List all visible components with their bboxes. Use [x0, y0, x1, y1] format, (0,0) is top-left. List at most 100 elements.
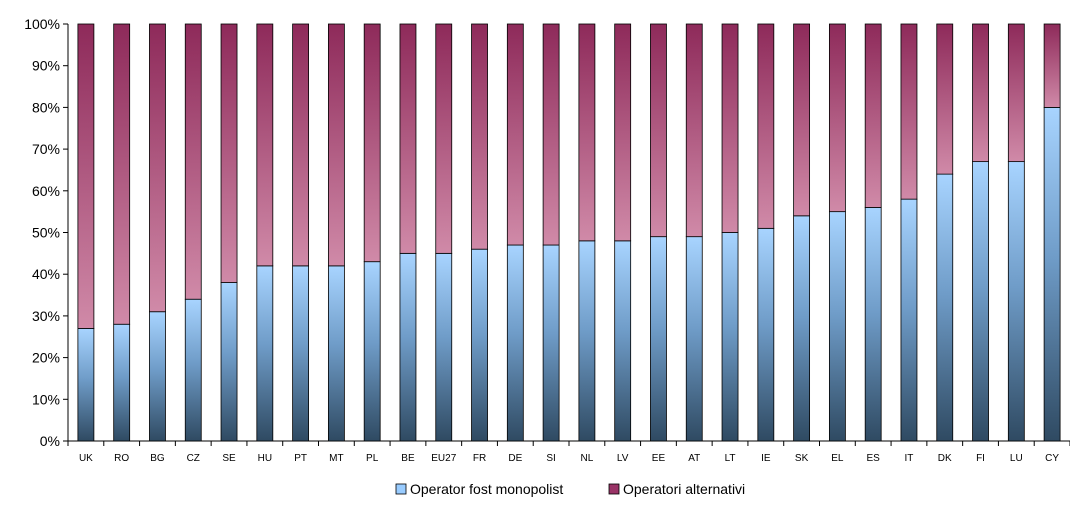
x-tick-label: AT [688, 453, 700, 464]
y-tick-label: 50% [32, 225, 60, 241]
bar-operator-fost-monopolist [77, 328, 95, 442]
y-tick-label: 70% [32, 141, 60, 157]
x-tick-label: FI [976, 453, 985, 464]
bar-operator-fost-monopolist [435, 252, 453, 442]
x-tick-label: PL [366, 453, 379, 464]
bar-operatori-alternativi [292, 23, 310, 267]
bar-operator-fost-monopolist [256, 265, 274, 442]
x-tick-label: CZ [187, 453, 200, 464]
bar-operator-fost-monopolist [578, 240, 596, 442]
bar-operatori-alternativi [113, 23, 131, 325]
bar-operatori-alternativi [1007, 23, 1025, 163]
bar-operator-fost-monopolist [793, 215, 811, 442]
x-tick-label: BG [150, 453, 165, 464]
axes: 0% 10% 20% 30% 40% 50% 60% 70% 80% 90% 100% [24, 16, 1070, 449]
legend-label-operatori-alternativi: Operatori alternativi [623, 481, 745, 497]
bar-operatori-alternativi [184, 23, 202, 300]
bar-operator-fost-monopolist [685, 236, 703, 442]
y-tick-label: 30% [32, 308, 60, 324]
bar-operator-fost-monopolist [721, 232, 739, 442]
bar-operatori-alternativi [542, 23, 560, 246]
bar-operatori-alternativi [1043, 23, 1061, 108]
x-tick-label: NL [580, 453, 593, 464]
bar-operatori-alternativi [327, 23, 345, 267]
bar-operatori-alternativi [757, 23, 775, 229]
x-tick-label: BE [401, 453, 415, 464]
y-tick-label: 0% [40, 433, 60, 449]
bar-operator-fost-monopolist [113, 323, 131, 442]
bar-operatori-alternativi [721, 23, 739, 233]
x-tick-label: LT [725, 453, 736, 464]
y-tick-label: 80% [32, 99, 60, 115]
x-tick-label: DE [508, 453, 522, 464]
bar-operatori-alternativi [399, 23, 417, 254]
x-tick-label: MT [329, 453, 343, 464]
x-tick-label: EL [831, 453, 844, 464]
bar-operator-fost-monopolist [184, 298, 202, 442]
x-tick-label: IE [761, 453, 771, 464]
bar-operatori-alternativi [972, 23, 989, 163]
bar-operator-fost-monopolist [828, 211, 846, 442]
bars [77, 23, 1061, 442]
bar-operator-fost-monopolist [972, 161, 989, 442]
bar-operator-fost-monopolist [1007, 161, 1025, 442]
x-tick-label: SI [546, 453, 555, 464]
x-tick-label: SE [222, 453, 236, 464]
bar-operatori-alternativi [614, 23, 632, 242]
x-tick-label: IT [905, 453, 914, 464]
bar-operatori-alternativi [936, 23, 954, 175]
bar-operatori-alternativi [77, 23, 95, 329]
x-tick-label: SK [795, 453, 809, 464]
x-tick-label: RO [114, 453, 129, 464]
bar-operator-fost-monopolist [399, 252, 417, 442]
y-tick-label: 20% [32, 350, 60, 366]
x-tick-label: UK [79, 453, 93, 464]
x-tick-label: LU [1010, 453, 1023, 464]
bar-operatori-alternativi [793, 23, 811, 217]
bar-operator-fost-monopolist [757, 227, 775, 442]
bar-operatori-alternativi [149, 23, 166, 313]
legend: Operator fost monopolist Operatori altern… [395, 481, 745, 497]
bar-operator-fost-monopolist [292, 265, 310, 442]
x-tick-label: PT [294, 453, 307, 464]
bar-operator-fost-monopolist [506, 244, 524, 442]
bar-operator-fost-monopolist [363, 261, 381, 442]
bar-operatori-alternativi [650, 23, 667, 238]
y-tick-label: 100% [24, 16, 60, 32]
bar-operatori-alternativi [435, 23, 453, 254]
bar-operatori-alternativi [220, 23, 238, 283]
bar-operator-fost-monopolist [936, 173, 954, 442]
x-tick-label: FR [473, 453, 486, 464]
bar-operator-fost-monopolist [1043, 107, 1061, 442]
bar-operatori-alternativi [864, 23, 882, 208]
legend-swatch-operator-fost-monopolist [395, 483, 407, 495]
bar-operatori-alternativi [828, 23, 846, 213]
y-tick-label: 60% [32, 183, 60, 199]
x-tick-label: CY [1045, 453, 1059, 464]
bar-operator-fost-monopolist [220, 282, 238, 442]
bar-operatori-alternativi [578, 23, 596, 242]
legend-label-operator-fost-monopolist: Operator fost monopolist [410, 481, 563, 497]
bar-operator-fost-monopolist [471, 248, 488, 442]
x-tick-label: HU [258, 453, 272, 464]
bar-operator-fost-monopolist [149, 311, 166, 442]
bar-operator-fost-monopolist [327, 265, 345, 442]
x-tick-label: ES [867, 453, 881, 464]
x-tick-label: LV [617, 453, 629, 464]
x-tick-label: DK [938, 453, 952, 464]
bar-operatori-alternativi [471, 23, 488, 250]
y-tick-label: 90% [32, 58, 60, 74]
bar-operatori-alternativi [363, 23, 381, 263]
bar-operator-fost-monopolist [542, 244, 560, 442]
legend-swatch-operatori-alternativi [608, 483, 620, 495]
bar-operator-fost-monopolist [900, 198, 918, 442]
x-tick-label: EU27 [431, 453, 456, 464]
y-tick-label: 40% [32, 266, 60, 282]
bar-operator-fost-monopolist [650, 236, 667, 442]
bar-operatori-alternativi [685, 23, 703, 238]
labels: UK RO BG CZ SE HU PT MT PL BE EU27 FR DE SI NL LV EE AT LT… [79, 453, 1059, 464]
y-tick-label: 10% [32, 391, 60, 407]
x-tick-label: EE [652, 453, 666, 464]
bar-operatori-alternativi [900, 23, 918, 200]
